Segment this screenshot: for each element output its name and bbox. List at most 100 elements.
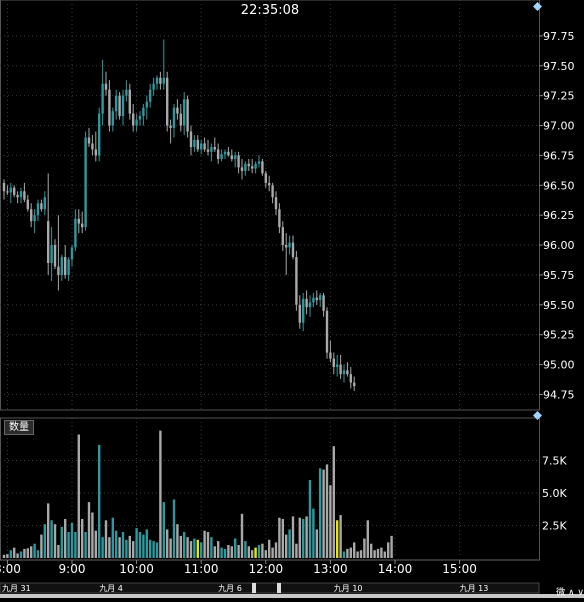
volume-bar	[353, 542, 356, 558]
candle-body	[121, 95, 125, 116]
candle-body	[336, 364, 339, 367]
volume-bar	[179, 535, 182, 558]
volume-bar	[373, 550, 376, 558]
volume-bar	[230, 546, 233, 558]
volume-bar	[176, 524, 179, 558]
volume-bar	[50, 520, 53, 558]
time-tick-label: 12:00	[249, 562, 284, 576]
volume-tick-label: 7.5K	[542, 455, 567, 468]
volume-bar	[285, 534, 288, 558]
candle-body	[108, 89, 111, 126]
candle-body	[26, 199, 29, 210]
volume-bar	[298, 517, 301, 558]
volume-bar	[77, 434, 80, 558]
scroll-thumb-left[interactable]	[252, 583, 256, 593]
volume-bar	[244, 541, 247, 558]
volume-bar	[278, 517, 281, 558]
volume-bar	[189, 541, 193, 558]
candle-body	[288, 242, 291, 248]
volume-bar	[254, 547, 257, 558]
volume-bar	[227, 545, 230, 558]
volume-bar	[203, 530, 206, 558]
candle-body	[74, 218, 77, 248]
candle-body	[227, 151, 230, 156]
time-tick-label: 13:00	[313, 562, 348, 576]
volume-bar	[359, 550, 363, 558]
volume-bar	[251, 550, 254, 558]
volume-bar	[115, 530, 118, 558]
candle-body	[234, 155, 237, 160]
candle-body	[223, 151, 227, 155]
candle-body	[43, 197, 46, 210]
volume-bar	[370, 543, 373, 558]
volume-bar	[132, 541, 135, 558]
volume-bar	[172, 499, 176, 558]
time-tick-label: 8:00	[0, 562, 21, 576]
volume-bar	[84, 532, 87, 558]
candle-body	[64, 257, 67, 275]
candle-body	[295, 257, 298, 305]
candle-body	[285, 245, 288, 248]
candle-body	[339, 364, 342, 375]
candle-body	[81, 223, 84, 228]
date-marker-label: 九月 13	[460, 584, 489, 593]
volume-bar	[183, 532, 186, 558]
volume-bar	[19, 551, 23, 558]
price-panel-frame	[0, 0, 540, 411]
date-marker-label: 九月 10	[334, 584, 363, 593]
candle-body	[23, 191, 26, 200]
volume-bar	[36, 550, 40, 558]
volume-bar	[64, 519, 67, 558]
volume-bar	[16, 553, 19, 558]
date-marker-label: 九月 6	[218, 584, 242, 593]
candle-body	[2, 182, 6, 192]
volume-bar	[104, 520, 108, 558]
candle-body	[162, 77, 165, 84]
volume-bar	[363, 538, 366, 558]
volume-bar	[376, 548, 380, 558]
scroll-indicator-top-icon[interactable]	[533, 0, 542, 11]
price-tick-label: 97.50	[543, 60, 575, 73]
volume-bar	[274, 542, 278, 558]
candle-body	[77, 218, 80, 224]
candle-body	[98, 113, 101, 156]
price-tick-label: 95.50	[543, 299, 575, 312]
volume-bar	[149, 539, 152, 558]
candle-body	[251, 166, 254, 169]
price-tick-label: 96.50	[543, 179, 575, 192]
scroll-indicator-bottom-icon[interactable]	[533, 405, 542, 420]
time-tick-label: 9:00	[59, 562, 86, 576]
volume-bar	[264, 550, 267, 558]
volume-bar	[261, 543, 264, 558]
candle-body	[230, 155, 233, 160]
candle-body	[13, 187, 16, 195]
price-tick-label: 96.00	[543, 239, 575, 252]
candle-body	[70, 247, 74, 260]
candle-body	[16, 194, 19, 198]
volume-bar	[26, 548, 29, 558]
candle-body	[325, 310, 329, 353]
candle-body	[312, 297, 315, 303]
candle-body	[19, 191, 23, 198]
volume-bar	[9, 550, 12, 558]
date-marker-label: 九月 31	[2, 584, 31, 593]
volume-bar	[47, 503, 50, 558]
candle-body	[210, 147, 213, 152]
bottom-scrollbar[interactable]	[0, 594, 584, 598]
candle-body	[322, 295, 325, 311]
candle-body	[196, 139, 199, 150]
volume-bar	[87, 502, 91, 558]
scroll-thumb-right[interactable]	[277, 583, 281, 593]
volume-bar	[142, 534, 145, 558]
candle-body	[200, 143, 203, 150]
clock-time: 22:35:08	[240, 3, 300, 18]
volume-bar	[319, 468, 322, 558]
volume-tick-label: 5.0K	[542, 487, 567, 500]
candle-body	[87, 137, 91, 144]
candle-body	[268, 182, 271, 186]
candle-body	[57, 266, 60, 275]
volume-bar	[135, 528, 138, 558]
candle-body	[84, 137, 87, 228]
time-tick-label: 11:00	[184, 562, 219, 576]
candle-body	[315, 297, 318, 301]
